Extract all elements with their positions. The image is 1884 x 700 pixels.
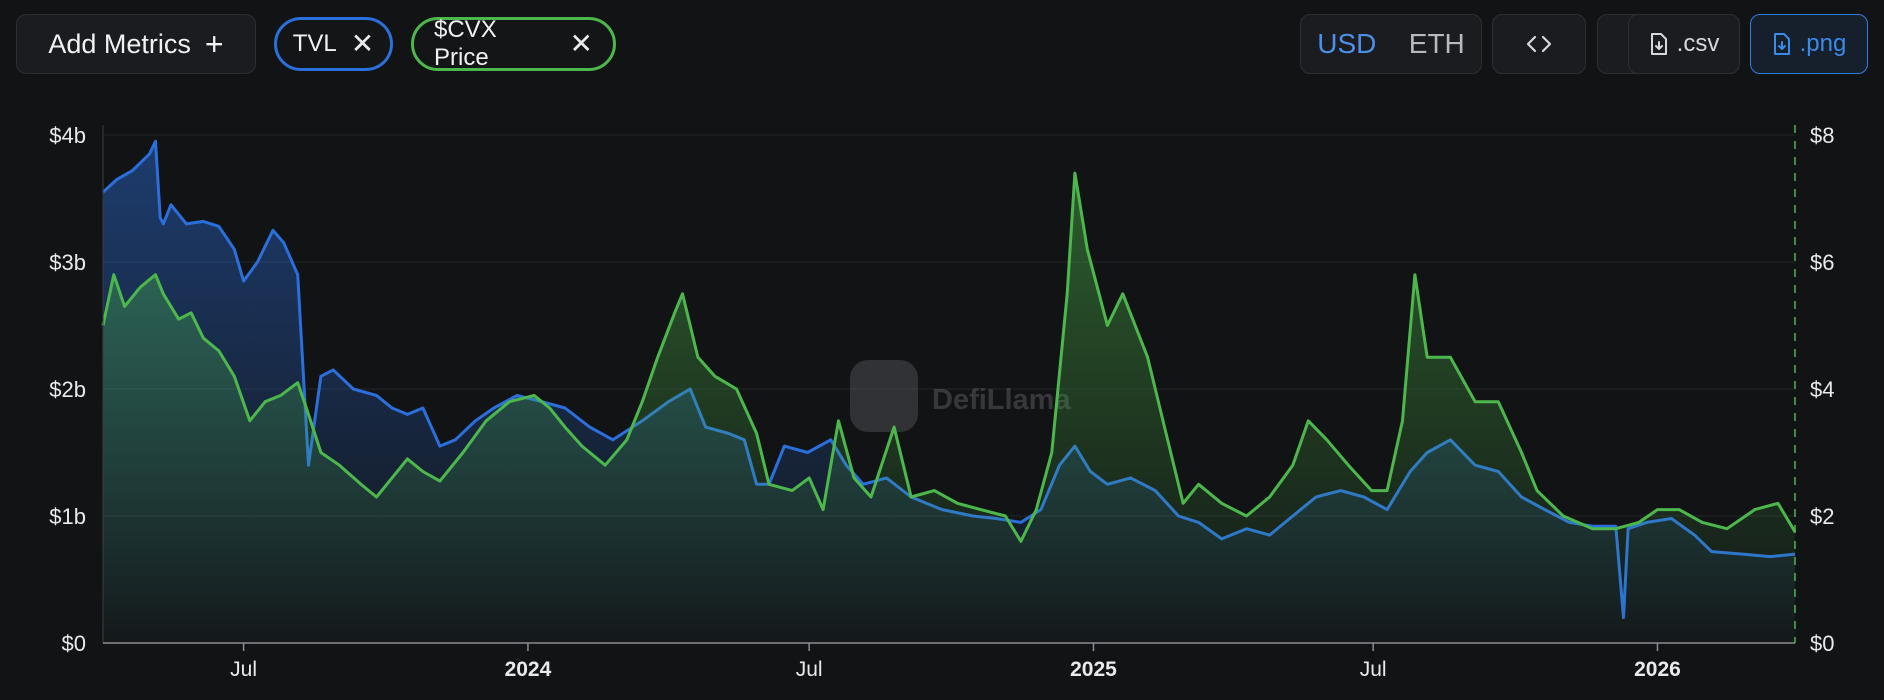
series-layer (101, 139, 1797, 644)
metric-pill-cvx-price[interactable]: $CVX Price ✕ (411, 16, 616, 71)
metric-pill-tvl-label: TVL (292, 30, 337, 57)
add-metrics-label: Add Metrics (48, 28, 191, 59)
chart-toolbar: Add Metrics + TVL ✕ $CVX Price ✕ USD ETH… (0, 0, 1884, 90)
y-left-tick-label: $2b (49, 377, 86, 402)
x-tick-label: 2025 (1070, 658, 1117, 681)
close-icon[interactable]: ✕ (569, 28, 593, 59)
download-csv-label: .csv (1676, 30, 1720, 57)
x-tick-label: Jul (1360, 658, 1387, 681)
defillama-watermark: DefiLlama (850, 360, 1071, 432)
x-tick-label: 2026 (1634, 658, 1681, 681)
y-right-tick-label: $6 (1810, 250, 1834, 275)
metric-pill-tvl[interactable]: TVL ✕ (274, 17, 393, 71)
y-right-tick-label: $0 (1810, 631, 1834, 656)
plus-icon: + (204, 26, 224, 62)
file-download-icon (1772, 32, 1792, 56)
embed-button[interactable] (1492, 14, 1586, 74)
currency-option-eth[interactable]: ETH (1408, 28, 1465, 59)
download-csv-button[interactable]: .csv (1628, 14, 1740, 74)
x-tick-label: Jul (796, 658, 823, 681)
axes: $0 $1b $2b $3b $4b $0 $2 $4 $6 $8 Jul 2024 Jul 2025 Ju… (49, 123, 1834, 681)
cvx-price-area (103, 173, 1795, 643)
currency-toggle: USD ETH (1300, 14, 1482, 74)
x-tick-label: 2024 (505, 658, 552, 681)
tvl-price-chart[interactable]: DefiLlama $0 $1b $2b $3b $4b $0 $2 $4 $6 $8 Jul 202… (0, 90, 1884, 700)
watermark-text: DefiLlama (932, 384, 1071, 416)
close-icon[interactable]: ✕ (350, 28, 375, 59)
y-right-tick-label: $2 (1810, 504, 1834, 529)
y-left-tick-label: $1b (49, 504, 86, 529)
x-tick-label: Jul (230, 658, 257, 681)
add-metrics-button[interactable]: Add Metrics + (16, 14, 256, 74)
metric-pill-cvx-price-label: $CVX Price (434, 16, 497, 71)
y-left-tick-label: $0 (62, 631, 86, 656)
download-png-button[interactable]: .png (1750, 14, 1868, 74)
y-left-tick-label: $4b (49, 123, 86, 148)
file-download-icon (1649, 32, 1669, 56)
y-right-tick-label: $8 (1810, 123, 1834, 148)
y-left-tick-label: $3b (49, 250, 86, 275)
download-png-label: .png (1799, 30, 1847, 57)
code-brackets-icon (1526, 34, 1552, 54)
currency-option-usd[interactable]: USD (1317, 28, 1377, 59)
cvx-price-line (101, 171, 1797, 543)
y-right-tick-label: $4 (1810, 377, 1834, 402)
